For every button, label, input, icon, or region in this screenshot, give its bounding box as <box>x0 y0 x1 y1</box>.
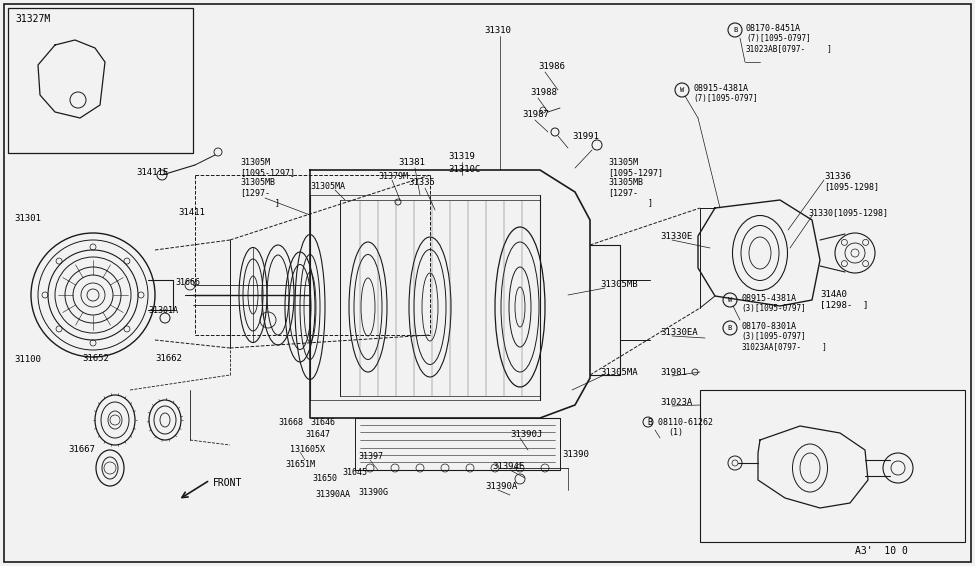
Text: 31650: 31650 <box>312 474 337 483</box>
Text: 31336: 31336 <box>824 172 851 181</box>
Text: 31330EA: 31330EA <box>660 328 698 337</box>
Text: 31023AA[0797-: 31023AA[0797- <box>741 342 801 351</box>
Text: A3'  10 0: A3' 10 0 <box>855 546 908 556</box>
Text: 31310C: 31310C <box>448 165 481 174</box>
Text: 31645: 31645 <box>342 468 367 477</box>
Text: [1298-  ]: [1298- ] <box>820 300 869 309</box>
Text: 31305MA: 31305MA <box>600 368 638 377</box>
Text: 31023AB[0797-: 31023AB[0797- <box>746 44 806 53</box>
Text: 31662: 31662 <box>155 354 182 363</box>
Text: [1297-: [1297- <box>240 188 270 197</box>
Text: 31397: 31397 <box>358 452 383 461</box>
Text: 31301: 31301 <box>14 214 41 223</box>
Text: [1297-: [1297- <box>608 188 638 197</box>
Text: 08170-8301A: 08170-8301A <box>741 322 796 331</box>
Text: 31023A: 31023A <box>660 398 692 407</box>
Text: 31651M: 31651M <box>285 460 315 469</box>
Text: 31390A: 31390A <box>485 482 518 491</box>
Text: 31652: 31652 <box>82 354 109 363</box>
Text: 31668: 31668 <box>278 418 303 427</box>
Text: 31319: 31319 <box>448 152 475 161</box>
Text: ]: ] <box>813 342 827 351</box>
Text: 31981: 31981 <box>660 368 686 377</box>
Text: (7)[1095-0797]: (7)[1095-0797] <box>746 34 811 43</box>
Text: 31988: 31988 <box>530 88 557 97</box>
Text: B: B <box>733 27 737 33</box>
Text: 08915-4381A: 08915-4381A <box>741 294 796 303</box>
Text: 31991: 31991 <box>572 132 599 141</box>
Text: 31390G: 31390G <box>358 488 388 497</box>
Text: 31381: 31381 <box>398 158 425 167</box>
Text: 31986: 31986 <box>538 62 565 71</box>
Text: 31390AA: 31390AA <box>315 490 350 499</box>
Text: 08170-8451A: 08170-8451A <box>746 24 801 33</box>
Text: 31411E: 31411E <box>136 168 169 177</box>
Text: 31390: 31390 <box>562 450 589 459</box>
Text: 31666: 31666 <box>175 278 200 287</box>
Text: 31100: 31100 <box>14 355 41 364</box>
Text: 31305MB: 31305MB <box>600 280 638 289</box>
Text: 31987: 31987 <box>522 110 549 119</box>
Text: W: W <box>680 87 684 93</box>
Text: 31411: 31411 <box>178 208 205 217</box>
Text: FRONT: FRONT <box>213 478 243 488</box>
Text: 131605X: 131605X <box>290 445 325 454</box>
Text: B: B <box>728 325 732 331</box>
Text: [1095-1297]: [1095-1297] <box>608 168 663 177</box>
Text: (1): (1) <box>668 428 683 437</box>
Text: 31330E: 31330E <box>660 232 692 241</box>
Text: 31667: 31667 <box>68 445 95 454</box>
Text: (7)[1095-0797]: (7)[1095-0797] <box>693 94 758 103</box>
Text: 31310: 31310 <box>484 26 511 35</box>
Text: 31330[1095-1298]: 31330[1095-1298] <box>808 208 888 217</box>
Text: (3)[1095-0797]: (3)[1095-0797] <box>741 332 805 341</box>
Text: 31305M: 31305M <box>608 158 638 167</box>
Text: 31379M: 31379M <box>378 172 408 181</box>
Text: W: W <box>728 297 732 303</box>
Text: 08915-4381A: 08915-4381A <box>693 84 748 93</box>
Text: [1095-1297]: [1095-1297] <box>240 168 295 177</box>
Text: ]: ] <box>648 198 653 207</box>
Text: B 08110-61262: B 08110-61262 <box>648 418 713 427</box>
Bar <box>8 8 193 153</box>
Text: 314A0: 314A0 <box>820 290 847 299</box>
Text: 31305MA: 31305MA <box>310 182 345 191</box>
Text: 31394E: 31394E <box>492 462 525 471</box>
Text: [1095-1298]: [1095-1298] <box>824 182 879 191</box>
Text: 31390J: 31390J <box>510 430 542 439</box>
Text: 31335: 31335 <box>408 178 435 187</box>
Text: 31305MB: 31305MB <box>240 178 275 187</box>
Text: (3)[1095-0797]: (3)[1095-0797] <box>741 304 805 313</box>
Text: 31305MB: 31305MB <box>608 178 643 187</box>
Text: ]: ] <box>275 198 280 207</box>
Text: 31305M: 31305M <box>240 158 270 167</box>
Text: 31647: 31647 <box>305 430 330 439</box>
Text: ]: ] <box>818 44 832 53</box>
Text: 31646: 31646 <box>310 418 335 427</box>
Text: 31301A: 31301A <box>148 306 178 315</box>
Text: 31327M: 31327M <box>15 14 51 24</box>
Bar <box>700 390 965 542</box>
